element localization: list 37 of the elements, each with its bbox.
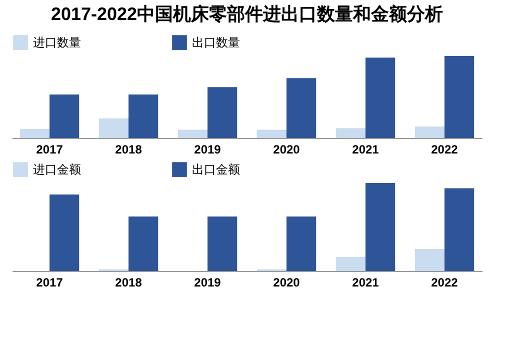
x-tick-label: 2018 <box>115 276 142 290</box>
legend-label: 进口数量 <box>33 36 81 50</box>
bar <box>365 183 396 271</box>
bar <box>286 216 316 271</box>
bar <box>444 188 474 271</box>
bar <box>208 216 238 271</box>
x-tick-label: 2021 <box>352 142 380 156</box>
bar <box>98 118 129 138</box>
bar <box>50 94 80 138</box>
x-tick-label: 2022 <box>431 142 458 156</box>
bar <box>20 128 50 138</box>
bar <box>336 256 366 271</box>
bar <box>208 87 238 138</box>
bar <box>256 130 286 138</box>
x-tick-label: 2017 <box>36 276 64 290</box>
x-tick-label: 2018 <box>115 142 142 156</box>
x-tick-label: 2019 <box>194 276 222 290</box>
legend-label: 进口金额 <box>33 162 81 177</box>
chart-title: 2017-2022中国机床零部件进出口数量和金额分析 <box>50 4 444 24</box>
x-tick-label: 2017 <box>36 142 64 156</box>
bar <box>286 78 316 138</box>
bar <box>414 126 444 138</box>
x-tick-label: 2021 <box>352 276 380 290</box>
bar <box>178 130 208 138</box>
legend-label: 出口金额 <box>192 162 240 177</box>
x-tick-label: 2020 <box>273 142 300 156</box>
bar <box>50 194 80 271</box>
bar <box>365 58 396 138</box>
bar <box>128 94 158 138</box>
x-tick-label: 2022 <box>431 276 458 290</box>
bar <box>128 216 158 271</box>
x-tick-label: 2020 <box>273 276 300 290</box>
bar <box>444 56 474 138</box>
bar <box>336 128 366 138</box>
legend-label: 出口数量 <box>192 36 240 50</box>
bar <box>414 249 444 271</box>
x-tick-label: 2019 <box>194 142 222 156</box>
